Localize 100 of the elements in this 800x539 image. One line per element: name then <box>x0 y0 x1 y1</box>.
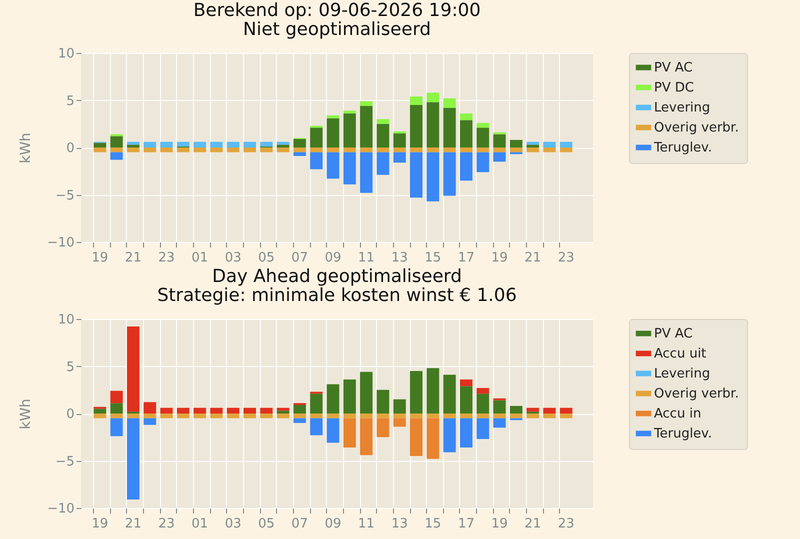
bar <box>310 128 323 148</box>
bar <box>210 408 223 414</box>
bar <box>226 408 240 414</box>
bar <box>126 414 140 418</box>
legend-label: Overig verbr. <box>654 386 739 402</box>
bar <box>410 152 422 198</box>
bar <box>476 148 490 152</box>
bar <box>110 390 123 404</box>
chart-subtitle: Strategie: minimale kosten winst € 1.06 <box>157 285 517 306</box>
bar <box>360 372 373 414</box>
bar <box>126 144 140 148</box>
bar <box>460 379 472 386</box>
bar <box>376 152 390 175</box>
bar <box>276 148 290 152</box>
bar <box>393 414 406 418</box>
chart-subtitle: Niet geoptimaliseerd <box>243 19 431 40</box>
bar <box>293 148 306 152</box>
x-tick-label: 07 <box>291 250 308 266</box>
bar <box>326 418 340 443</box>
bar <box>343 110 356 114</box>
bar <box>476 394 490 414</box>
x-tick-label: 21 <box>524 516 542 532</box>
bar <box>393 133 406 148</box>
bar <box>310 148 323 152</box>
bar <box>560 414 572 418</box>
x-tick-label: 13 <box>391 250 408 266</box>
bar <box>360 414 373 418</box>
x-tick-label: 11 <box>358 516 375 532</box>
bar <box>493 134 506 148</box>
x-tick-label: 19 <box>92 250 108 266</box>
bar <box>443 152 456 196</box>
bar <box>443 418 456 452</box>
y-tick-label: 10 <box>58 46 74 62</box>
bar <box>376 119 390 124</box>
bar <box>160 142 173 148</box>
x-tick-label: 13 <box>391 516 408 532</box>
bar <box>276 410 290 414</box>
x-tick-label: 15 <box>424 516 442 532</box>
x-tick-label: 17 <box>458 250 474 266</box>
x-tick-label: 21 <box>524 250 542 266</box>
bar <box>443 374 456 414</box>
bar <box>560 142 572 148</box>
bar <box>310 394 323 414</box>
bar <box>94 142 106 148</box>
bar <box>110 136 123 148</box>
bar <box>443 414 456 418</box>
chart-title: Day Ahead geoptimaliseerd <box>212 266 462 287</box>
bar <box>176 414 190 418</box>
bar <box>376 124 390 148</box>
bar <box>144 414 156 418</box>
bar <box>410 370 422 414</box>
bar <box>244 148 256 152</box>
bar <box>460 152 472 181</box>
bar <box>293 418 306 423</box>
bar <box>326 414 340 418</box>
bar <box>476 388 490 394</box>
bar <box>493 414 506 418</box>
bar <box>226 142 240 148</box>
bar <box>526 144 540 148</box>
bar <box>126 418 140 500</box>
bar <box>144 418 156 425</box>
bar <box>360 418 373 456</box>
legend-label: Accu in <box>654 406 702 422</box>
x-tick-label: 07 <box>291 516 308 532</box>
bar <box>326 384 340 414</box>
bar <box>210 414 223 418</box>
bar <box>144 148 156 152</box>
x-tick-label: 01 <box>192 516 208 532</box>
bar <box>194 142 206 148</box>
x-tick-label: 11 <box>358 250 375 266</box>
bar <box>443 98 456 108</box>
x-tick-label: 09 <box>324 516 342 532</box>
bar <box>326 118 340 148</box>
x-tick-label: 19 <box>92 516 108 532</box>
bar <box>543 408 556 414</box>
bar <box>560 148 572 152</box>
bar <box>260 148 273 152</box>
bar <box>460 148 472 152</box>
bar <box>410 96 422 105</box>
x-tick-label: 05 <box>258 516 275 532</box>
bar <box>343 148 356 152</box>
bar <box>460 418 472 448</box>
bar <box>526 148 540 152</box>
bar <box>410 414 422 418</box>
bar <box>526 408 540 412</box>
legend-label: Overig verbr. <box>654 120 739 136</box>
bar <box>194 414 206 418</box>
bar <box>426 148 440 152</box>
y-tick-label: 5 <box>66 360 74 375</box>
bar <box>360 106 373 148</box>
bar <box>226 148 240 152</box>
x-tick-label: 03 <box>224 250 242 266</box>
bar <box>376 148 390 152</box>
bar <box>126 148 140 152</box>
bar <box>194 148 206 152</box>
bar <box>343 418 356 448</box>
bar <box>560 408 572 414</box>
bar <box>360 148 373 152</box>
bar <box>443 108 456 148</box>
bar <box>144 402 156 414</box>
